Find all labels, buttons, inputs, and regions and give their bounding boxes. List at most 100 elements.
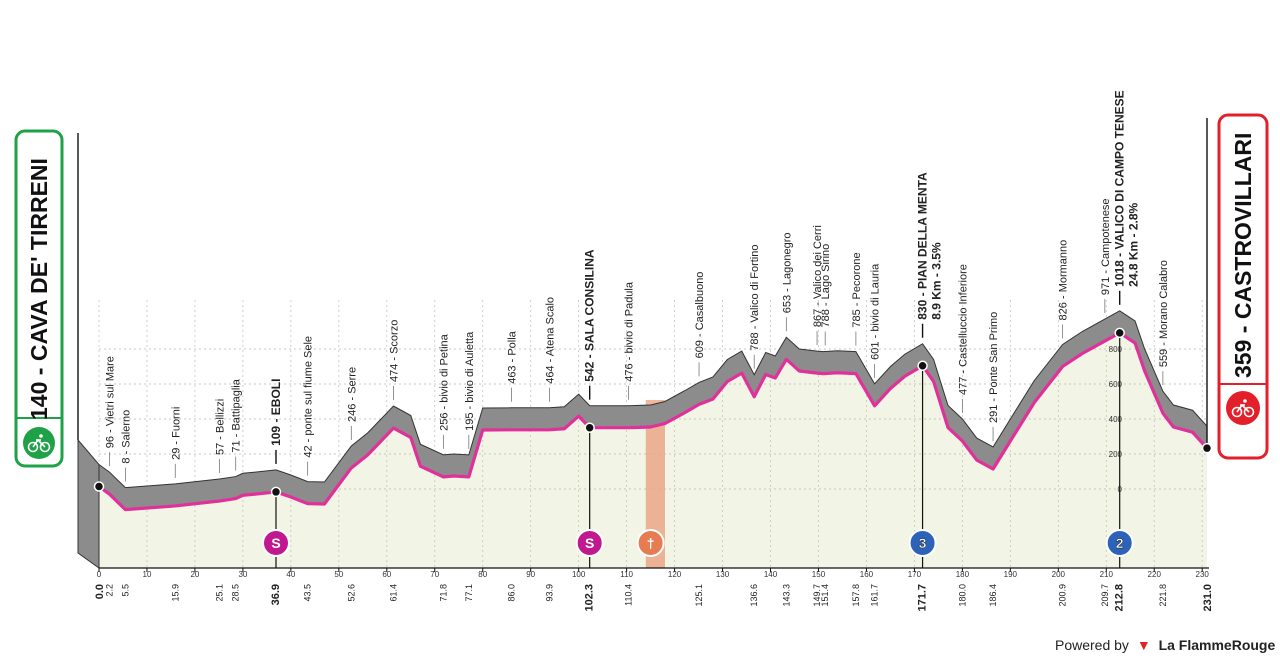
route-point-alt: 788 xyxy=(749,332,761,350)
credit-line: Powered by ▼ La FlammeRouge xyxy=(1055,637,1275,653)
route-point-name: VALICO DI CAMPO TENESE xyxy=(1113,90,1127,249)
route-point-alt: 653 xyxy=(781,295,793,313)
route-point-label: 1018 - VALICO DI CAMPO TENESE xyxy=(1113,90,1127,287)
route-point-label: 464 - Atena Scalo xyxy=(544,297,556,384)
route-point-distance: 161.7 xyxy=(870,584,880,607)
x-tick-label: 90 xyxy=(526,570,535,579)
route-point-name: ponte sul fiume Sele xyxy=(303,336,315,436)
route-point-alt: 474 xyxy=(389,364,401,382)
route-point-name: Casalbuono xyxy=(694,272,706,331)
route-point-distance: 2.2 xyxy=(105,584,115,597)
y-tick-label: 400 xyxy=(1109,415,1123,424)
credit-prefix: Powered by xyxy=(1055,637,1129,653)
route-point-distance: 71.8 xyxy=(438,584,448,602)
route-point-distance: 149.7 xyxy=(812,584,822,607)
start-title: 140 - CAVA DE' TIRRENI xyxy=(26,158,52,420)
route-point-name: Bellizzi xyxy=(214,399,226,433)
route-point-distance: 143.3 xyxy=(781,584,791,607)
x-tick-label: 150 xyxy=(812,570,826,579)
route-point-name: Scorzo xyxy=(389,320,401,354)
route-point-name: Lagonegro xyxy=(781,233,793,286)
route-point-label: 476 - bivio di Padula xyxy=(624,281,636,382)
x-tick-label: 220 xyxy=(1148,570,1162,579)
route-point-distance: 151.4 xyxy=(820,584,830,607)
route-point-name: Mormanno xyxy=(1058,240,1070,293)
finish-bike-icon xyxy=(1226,391,1260,425)
route-point-label: 559 - Morano Calabro xyxy=(1158,260,1170,367)
sprint-marker-label: S xyxy=(271,535,280,551)
route-point-label: 601 - bivio di Lauria xyxy=(870,263,882,360)
route-point-label: 867 - Valico dei Cerri xyxy=(812,225,824,327)
route-point-name: Campotenese xyxy=(1100,198,1112,267)
route-point-alt: 788 xyxy=(820,309,832,327)
route-point-label: 463 - Polla xyxy=(507,330,519,383)
x-tick-label: 100 xyxy=(572,570,586,579)
kom-marker-label: 2 xyxy=(1116,535,1124,551)
route-point-alt: 601 xyxy=(870,341,882,359)
route-point-label: 971 - Campotenese xyxy=(1100,198,1112,295)
route-point-name: bivio di Auletta xyxy=(464,331,476,403)
route-point-label: 256 - bivio di Petina xyxy=(438,333,450,431)
route-point-name: PIAN DELLA MENTA xyxy=(916,172,930,289)
route-point-alt: 477 xyxy=(957,377,969,395)
kom-marker-label: 3 xyxy=(919,535,927,551)
marker-dot xyxy=(917,360,928,371)
route-point-label: 246 - Serre xyxy=(346,367,358,422)
marker-dot xyxy=(584,422,595,433)
route-point-label: 109 - EBOLI xyxy=(269,379,283,446)
route-point-distance: 180.0 xyxy=(957,584,967,607)
route-point-name: EBOLI xyxy=(269,379,283,416)
route-point-distance: 52.6 xyxy=(346,584,356,602)
route-point-name: Battipaglia xyxy=(231,378,243,430)
route-point-name: Castelluccio Inferiore xyxy=(957,264,969,367)
climb-info: 8.9 Km - 3.5% xyxy=(930,242,944,320)
route-point-alt: 830 xyxy=(916,299,930,319)
feed-zone xyxy=(645,400,665,568)
x-tick-label: 180 xyxy=(956,570,970,579)
route-point-distance: 186.4 xyxy=(988,584,998,607)
route-point-label: 788 - Lago Sirino xyxy=(820,244,832,328)
sprint-marker-icon xyxy=(261,529,290,557)
route-point-distance: 36.9 xyxy=(270,584,282,605)
x-tick-label: 160 xyxy=(860,570,874,579)
start-bike-icon xyxy=(23,427,55,459)
route-point-label: 57 - Bellizzi xyxy=(214,399,226,455)
route-point-distance: 25.1 xyxy=(214,584,224,602)
sprint-marker-icon xyxy=(575,529,604,557)
route-point-distance: 136.6 xyxy=(749,584,759,607)
route-point-distance: 86.0 xyxy=(507,584,517,602)
finish-box: 359 - CASTROVILLARI xyxy=(1217,113,1269,460)
route-point-name: Valico dei Cerri xyxy=(812,225,824,299)
marker-dot xyxy=(270,486,282,498)
x-tick-label: 80 xyxy=(478,570,487,579)
route-point-name: Lago Sirino xyxy=(820,244,832,300)
route-point-alt: 8 xyxy=(120,457,132,463)
route-point-name: SALA CONSILINA xyxy=(583,249,597,351)
marker-dot xyxy=(1114,327,1125,339)
route-point-distance: 110.4 xyxy=(624,584,634,606)
y-tick-label: 800 xyxy=(1109,345,1123,354)
route-point-alt: 71 xyxy=(231,440,243,452)
route-point-label: 653 - Lagonegro xyxy=(781,233,793,314)
route-point-alt: 542 xyxy=(583,361,597,381)
route-point-alt: 42 xyxy=(303,445,315,457)
flamme-rouge-logo-icon: ▼ xyxy=(1136,637,1151,653)
route-point-label: 609 - Casalbuono xyxy=(694,272,706,359)
route-point-label: 826 - Mormanno xyxy=(1058,240,1070,321)
route-point-alt: 256 xyxy=(438,413,450,431)
x-tick-label: 50 xyxy=(334,570,343,579)
x-tick-label: 110 xyxy=(620,570,633,579)
route-point-distance: 212.8 xyxy=(1114,584,1126,612)
kom-marker-icon xyxy=(1105,529,1134,557)
feed-marker-icon xyxy=(636,529,665,557)
finish-dot xyxy=(1201,442,1213,454)
route-point-distance: 15.9 xyxy=(170,584,180,602)
route-point-distance: 5.5 xyxy=(120,584,130,597)
x-axis: 0 10 20 30 40 50 60 70 80 90 100 110 120 130 140 150 160… xyxy=(97,567,1209,579)
route-point-label: 474 - Scorzo xyxy=(389,320,401,382)
route-point-distance: 28.5 xyxy=(231,584,241,602)
route-point-alt: 785 xyxy=(851,309,863,327)
route-point-label: 8 - Salerno xyxy=(120,410,132,464)
sprint-marker-label: S xyxy=(585,535,594,551)
route-point-label: 96 - Vietri sul Mare xyxy=(105,356,117,448)
